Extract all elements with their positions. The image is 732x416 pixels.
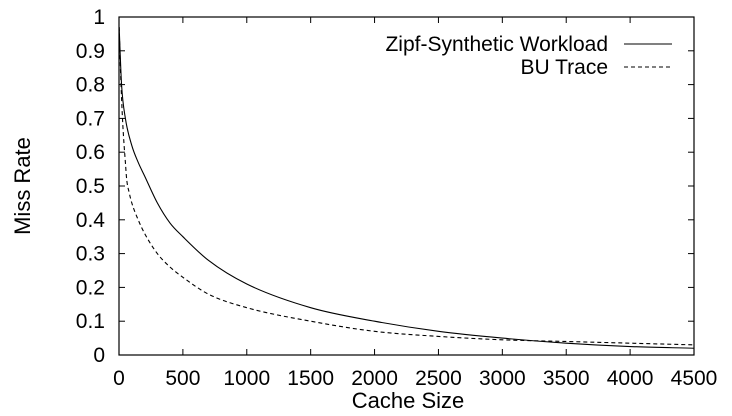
y-tick-label: 0.2: [76, 276, 105, 299]
y-tick-label: 0.3: [76, 243, 105, 266]
legend-label-1: BU Trace: [520, 56, 608, 79]
y-tick-label: 0: [93, 344, 105, 367]
y-tick-label: 0.4: [76, 209, 106, 232]
x-tick-label: 3000: [479, 367, 526, 390]
x-tick-label: 4000: [607, 367, 654, 390]
x-tick-label: 4500: [671, 367, 718, 390]
y-tick-label: 0.7: [76, 107, 105, 130]
y-tick-label: 0.8: [76, 74, 105, 97]
x-tick-label: 1000: [223, 367, 270, 390]
y-tick-label: 0.1: [76, 310, 105, 333]
x-tick-label: 2000: [351, 367, 398, 390]
x-axis-title: Cache Size: [352, 388, 465, 413]
legend-label-0: Zipf-Synthetic Workload: [385, 33, 608, 56]
x-tick-label: 1500: [287, 367, 334, 390]
x-tick-label: 2500: [415, 367, 462, 390]
x-tick-label: 0: [113, 367, 125, 390]
x-tick-label: 500: [165, 367, 200, 390]
y-tick-label: 0.5: [76, 175, 105, 198]
axis-ticks: 0 500 1000 1500 2000 2500 3000 3500 4000 4500 0 0.1…: [76, 6, 718, 390]
series-line-1: [118, 27, 695, 346]
data-series: [118, 27, 695, 349]
y-tick-label: 0.6: [76, 141, 105, 164]
y-axis-title: Miss Rate: [10, 137, 35, 235]
y-tick-label: 0.9: [76, 40, 105, 63]
x-tick-label: 3500: [543, 367, 590, 390]
y-tick-label: 1: [93, 6, 105, 29]
series-line-0: [118, 27, 695, 349]
